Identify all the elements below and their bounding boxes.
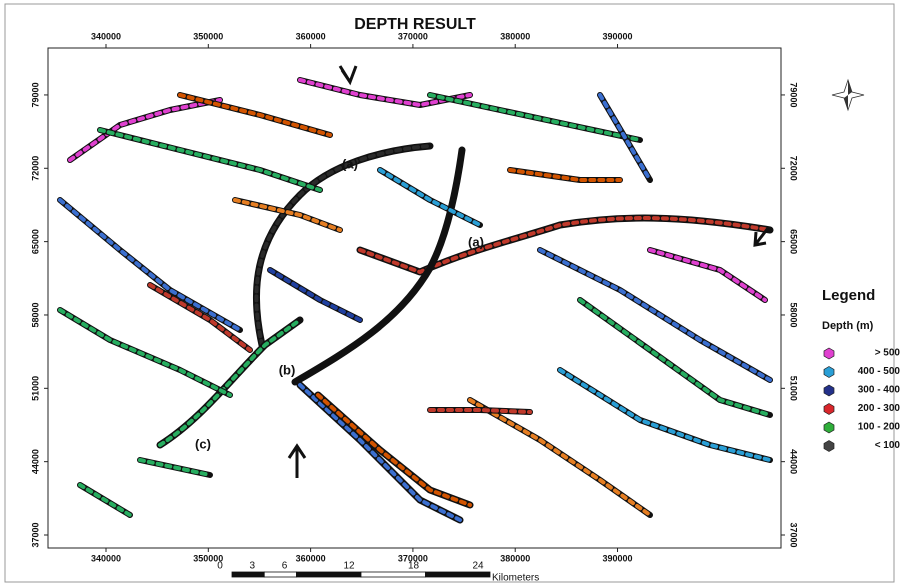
annotation: (c) [195,436,211,451]
x-tick-label: 340000 [91,553,121,563]
map-frame [48,48,781,548]
y-tick-label: 65000 [30,229,40,254]
annotation: (b) [279,362,296,377]
map-page: DEPTH RESULT [0,0,900,587]
scale-label: 18 [408,561,420,572]
scale-label: 24 [472,561,484,572]
x-tick-label: 380000 [500,31,530,41]
scale-unit: Kilometers [492,573,539,584]
legend-label: 100 - 200 [858,422,900,433]
y-tick-label: 51000 [789,376,799,401]
legend-label: < 100 [875,440,900,451]
y-tick-label: 72000 [789,156,799,181]
scale-segment [426,572,491,577]
x-tick-label: 360000 [296,553,326,563]
x-tick-label: 340000 [91,31,121,41]
scale-segment [297,572,362,577]
y-tick-label: 58000 [789,302,799,327]
legend-title: Legend [822,287,875,304]
scale-label: 12 [343,561,355,572]
y-tick-label: 37000 [789,522,799,547]
legend-subtitle: Depth (m) [822,320,874,332]
x-tick-label: 390000 [602,553,632,563]
legend-label: 200 - 300 [858,403,900,414]
annotation: (a) [468,234,484,249]
y-tick-label: 51000 [30,376,40,401]
y-tick-label: 79000 [789,82,799,107]
y-tick-label: 44000 [789,449,799,474]
scale-segment [361,572,426,577]
y-tick-label: 72000 [30,156,40,181]
x-tick-label: 390000 [602,31,632,41]
scale-label: 6 [282,561,288,572]
scale-label: 0 [217,561,223,572]
legend-label: 400 - 500 [858,366,900,377]
scale-label: 3 [249,561,255,572]
x-tick-label: 360000 [296,31,326,41]
y-tick-label: 65000 [789,229,799,254]
annotation: (a) [342,156,358,171]
y-tick-label: 58000 [30,302,40,327]
y-tick-label: 37000 [30,522,40,547]
x-tick-label: 370000 [398,31,428,41]
x-tick-label: 350000 [193,31,223,41]
y-tick-label: 44000 [30,449,40,474]
x-tick-label: 380000 [500,553,530,563]
scale-segment [264,572,296,577]
legend-label: 300 - 400 [858,385,900,396]
scale-segment [232,572,264,577]
y-tick-label: 79000 [30,82,40,107]
legend-label: > 500 [875,348,900,359]
